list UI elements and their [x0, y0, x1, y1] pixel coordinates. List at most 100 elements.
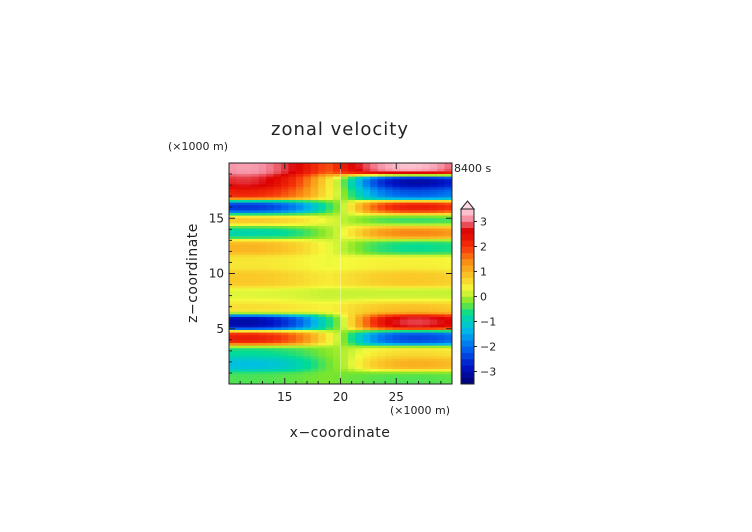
field-cell: [414, 363, 423, 367]
field-cell: [281, 272, 290, 276]
field-cell: [377, 339, 386, 343]
field-cell: [355, 233, 364, 237]
field-cell: [377, 261, 386, 265]
field-cell: [229, 303, 238, 307]
field-cell: [399, 243, 408, 247]
field-cell: [273, 345, 282, 349]
field-cell: [407, 324, 416, 328]
field-cell: [281, 267, 290, 271]
field-cell: [266, 285, 275, 289]
field-cell: [422, 199, 431, 203]
field-cell: [437, 178, 446, 182]
field-cell: [318, 324, 327, 328]
field-cell: [392, 233, 401, 237]
field-cell: [273, 207, 282, 211]
field-cell: [370, 272, 379, 276]
field-cell: [399, 248, 408, 252]
field-cell: [325, 329, 334, 333]
field-cell: [437, 319, 446, 323]
field-cell: [251, 170, 260, 174]
field-cell: [243, 202, 252, 206]
field-cell: [444, 282, 452, 286]
field-cell: [362, 173, 371, 177]
field-cell: [258, 300, 267, 304]
field-cell: [392, 256, 401, 260]
field-cell: [258, 196, 267, 200]
field-cell: [437, 306, 446, 310]
field-cell: [281, 181, 290, 185]
field-cell: [355, 178, 364, 182]
field-cell: [407, 298, 416, 302]
field-cell: [392, 228, 401, 232]
field-cell: [377, 303, 386, 307]
field-cell: [325, 298, 334, 302]
field-cell: [288, 269, 297, 273]
field-cell: [251, 215, 260, 219]
field-cell: [288, 196, 297, 200]
field-cell: [288, 358, 297, 362]
field-cell: [347, 228, 356, 232]
field-cell: [310, 183, 319, 187]
field-cell: [347, 191, 356, 195]
field-cell: [318, 204, 327, 208]
field-cell: [355, 241, 364, 245]
field-cell: [392, 217, 401, 221]
field-cell: [407, 381, 416, 384]
field-cell: [310, 290, 319, 294]
field-cell: [325, 183, 334, 187]
field-cell: [281, 300, 290, 304]
field-cell: [362, 321, 371, 325]
field-cell: [377, 350, 386, 354]
field-cell: [355, 235, 364, 239]
field-cell: [303, 332, 312, 336]
field-cell: [422, 339, 431, 343]
field-cell: [325, 358, 334, 362]
field-cell: [288, 280, 297, 284]
field-cell: [236, 215, 245, 219]
field-cell: [399, 285, 408, 289]
field-cell: [310, 381, 319, 384]
field-cell: [385, 173, 394, 177]
field-cell: [370, 202, 379, 206]
field-cell: [325, 319, 334, 323]
field-cell: [407, 189, 416, 193]
field-cell: [273, 287, 282, 291]
field-cell: [414, 170, 423, 174]
field-cell: [288, 316, 297, 320]
field-cell: [414, 308, 423, 312]
field-cell: [333, 311, 342, 315]
field-cell: [392, 373, 401, 377]
field-cell: [422, 168, 431, 172]
field-cell: [333, 368, 342, 372]
field-cell: [444, 319, 452, 323]
field-cell: [288, 181, 297, 185]
field-cell: [243, 319, 252, 323]
field-cell: [414, 191, 423, 195]
field-cell: [229, 308, 238, 312]
field-cell: [288, 267, 297, 271]
field-cell: [355, 183, 364, 187]
field-cell: [355, 186, 364, 190]
field-cell: [414, 277, 423, 281]
field-cell: [429, 220, 438, 224]
field-cell: [273, 332, 282, 336]
field-cell: [310, 342, 319, 346]
field-cell: [444, 321, 452, 325]
field-cell: [303, 342, 312, 346]
field-cell: [407, 241, 416, 245]
field-cell: [318, 248, 327, 252]
field-cell: [422, 241, 431, 245]
field-cell: [399, 329, 408, 333]
field-cell: [303, 168, 312, 172]
field-cell: [229, 360, 238, 364]
field-cell: [362, 207, 371, 211]
field-cell: [266, 350, 275, 354]
field-cell: [399, 308, 408, 312]
field-cell: [273, 225, 282, 229]
field-cell: [310, 358, 319, 362]
field-cell: [362, 163, 371, 167]
field-cell: [422, 295, 431, 299]
field-cell: [385, 222, 394, 226]
field-cell: [407, 254, 416, 258]
field-cell: [288, 212, 297, 216]
